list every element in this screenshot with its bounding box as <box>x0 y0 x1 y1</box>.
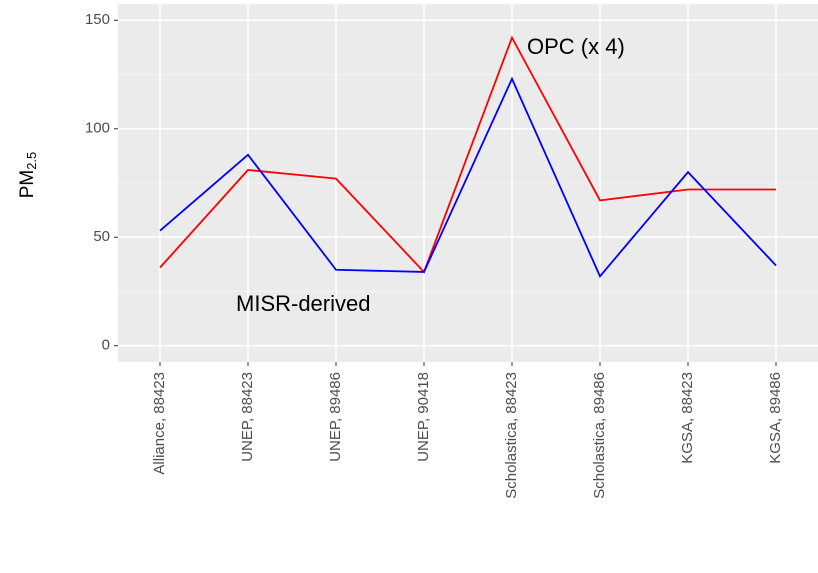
x-tick-label: UNEP, 89486 <box>327 372 344 462</box>
y-tick-label: 50 <box>93 228 110 245</box>
y-axis-title: PM2.5 <box>17 152 39 199</box>
series-label: OPC (x 4) <box>527 34 625 59</box>
y-tick-label: 100 <box>85 120 110 137</box>
x-tick-label: UNEP, 88423 <box>239 372 256 462</box>
x-tick-label: Alliance, 88423 <box>151 372 168 475</box>
y-axis-title-sub: 2.5 <box>24 152 39 170</box>
series-label: MISR-derived <box>236 291 370 316</box>
x-tick-label: KGSA, 88423 <box>679 372 696 464</box>
x-tick-label: Scholastica, 89486 <box>591 372 608 499</box>
y-tick-label: 150 <box>85 11 110 28</box>
y-tick-label: 0 <box>102 337 110 354</box>
line <box>159 76 777 278</box>
line <box>159 35 776 274</box>
x-tick-label: Scholastica, 88423 <box>503 372 520 499</box>
x-tick-label: UNEP, 90418 <box>415 372 432 462</box>
y-axis-title-main: PM <box>17 170 38 199</box>
x-tick-label: KGSA, 89486 <box>767 372 784 464</box>
